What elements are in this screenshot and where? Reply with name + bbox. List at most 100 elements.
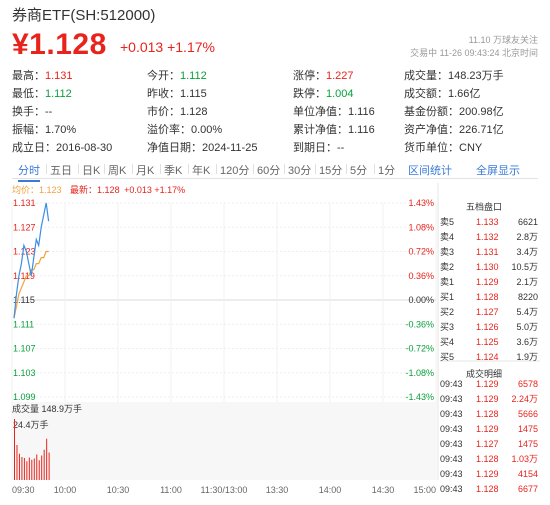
trade-volume: 4154	[517, 469, 538, 479]
tab-11[interactable]: 5分	[350, 165, 368, 177]
stat-label: 昨收：	[147, 88, 180, 100]
trade-time: 09:43	[440, 469, 463, 479]
x-axis-label: 15:00	[413, 485, 436, 495]
x-axis-label: 13:30	[266, 485, 289, 495]
ob-volume: 2.1万	[516, 277, 538, 287]
stat-value: 1.128	[180, 106, 208, 118]
ob-label: 买1	[440, 292, 455, 302]
tab-1[interactable]: 五日	[50, 165, 72, 177]
x-axis-label: 11:00	[160, 485, 182, 495]
avg-price-line	[13, 250, 49, 319]
trading-status: 交易中 11-26 09:43:24 北京时间	[410, 48, 538, 58]
stat-value: CNY	[459, 142, 483, 154]
ob-price: 1.129	[476, 277, 499, 287]
order-book-row: 买5 1.124 1.9万	[440, 350, 540, 365]
x-axis-label: 14:00	[319, 485, 342, 495]
stat-item: 最低：1.112	[12, 87, 72, 102]
stat-value: 1.66亿	[448, 88, 481, 100]
ob-label: 卖1	[440, 277, 455, 287]
stat-item: 净值日期：2024-11-25	[147, 141, 257, 156]
stat-item: 昨收：1.115	[147, 87, 207, 102]
trade-row: 09:43 1.128 1.03万	[440, 452, 540, 467]
x-axis-label: 10:00	[54, 485, 77, 495]
volume-area	[12, 402, 436, 480]
stat-item: 换手：--	[12, 105, 52, 120]
latest-price-label: 最新：1.128	[70, 185, 120, 195]
chart-header: 均价：1.123 最新：1.128 +0.013 +1.17%	[12, 183, 185, 196]
volume-bar	[21, 457, 23, 480]
tab-8[interactable]: 60分	[257, 165, 281, 177]
stat-label: 跌停：	[293, 88, 326, 100]
volume-bar	[33, 458, 35, 480]
stat-value: --	[337, 142, 345, 154]
stat-label: 资产净值：	[404, 124, 459, 136]
price-line	[13, 202, 50, 319]
stat-label: 换手：	[12, 106, 45, 118]
interval-stats-link[interactable]: 区间统计	[408, 165, 452, 177]
stat-label: 累计净值：	[293, 124, 348, 136]
stat-value: 1.131	[45, 70, 73, 82]
stat-label: 到期日：	[293, 142, 337, 154]
stat-item: 成立日：2016-08-30	[12, 141, 112, 156]
stat-item: 溢价率：0.00%	[147, 123, 222, 138]
tab-2[interactable]: 日K	[82, 165, 101, 177]
volume-bar	[31, 459, 33, 480]
volume-bar	[46, 438, 48, 480]
order-book-row: 买4 1.125 3.6万	[440, 335, 540, 350]
tab-12[interactable]: 1分	[378, 165, 396, 177]
stat-value: 1.116	[348, 106, 375, 118]
trade-price: 1.129	[476, 424, 499, 434]
trade-price: 1.128	[476, 454, 499, 464]
stat-value: 1.112	[180, 70, 207, 82]
trade-time: 09:43	[440, 484, 463, 494]
tab-7[interactable]: 120分	[220, 165, 250, 177]
stat-value: --	[45, 106, 53, 118]
tab-5[interactable]: 季K	[164, 165, 183, 177]
y-left-label: 1.123	[13, 247, 36, 257]
ob-label: 买2	[440, 307, 455, 317]
stat-value: 1.70%	[45, 124, 77, 136]
stat-label: 最低：	[12, 88, 45, 100]
tab-10[interactable]: 15分	[319, 165, 343, 177]
tab-3[interactable]: 周K	[108, 165, 127, 177]
ob-label: 卖3	[440, 247, 455, 257]
y-right-label: 0.00%	[408, 295, 434, 305]
stat-label: 成交量：	[404, 70, 448, 82]
tab-4[interactable]: 月K	[136, 165, 155, 177]
stat-value: 1.115	[180, 88, 207, 100]
order-book-row: 卖4 1.132 2.8万	[440, 230, 540, 245]
stock-title: 券商ETF(SH:512000)	[12, 7, 156, 24]
y-right-label: -1.43%	[405, 392, 434, 402]
tab-6[interactable]: 年K	[192, 165, 211, 177]
trade-volume: 6578	[517, 379, 538, 389]
volume-bar	[18, 453, 20, 480]
tab-0[interactable]: 分时	[18, 162, 40, 182]
tab-9[interactable]: 30分	[288, 165, 312, 177]
y-left-label: 1.115	[13, 295, 35, 305]
order-book-title: 五档盘口	[466, 202, 503, 212]
trade-price: 1.127	[476, 439, 499, 449]
ob-price: 1.133	[476, 217, 499, 227]
ob-label: 买3	[440, 322, 455, 332]
order-book-row: 卖5 1.133 6621	[440, 215, 540, 230]
order-book-row: 卖2 1.130 10.5万	[440, 260, 540, 275]
stat-value: 1.116	[348, 124, 375, 136]
y-left-label: 1.099	[13, 392, 36, 402]
stat-item: 今开：1.112	[147, 69, 207, 84]
fullscreen-link[interactable]: 全屏显示	[476, 165, 520, 177]
stat-label: 溢价率：	[147, 124, 191, 136]
stat-item: 资产净值：226.71亿	[404, 123, 504, 138]
trade-row: 09:43 1.129 1475	[440, 422, 540, 437]
ob-volume: 8220	[517, 292, 538, 302]
stat-value: 1.004	[326, 88, 354, 100]
stat-value: 148.23万手	[448, 70, 504, 82]
y-left-label: 1.127	[13, 222, 36, 232]
ob-price: 1.130	[476, 262, 499, 272]
volume-label: 成交量 148.9万手	[12, 403, 82, 414]
y-right-label: 0.72%	[408, 247, 434, 257]
order-book-row: 买1 1.128 8220	[440, 290, 540, 305]
ob-label: 卖2	[440, 262, 455, 272]
trade-volume: 1.03万	[511, 454, 538, 464]
stat-label: 成交额：	[404, 88, 448, 100]
trade-row: 09:43 1.129 6578	[440, 377, 540, 392]
